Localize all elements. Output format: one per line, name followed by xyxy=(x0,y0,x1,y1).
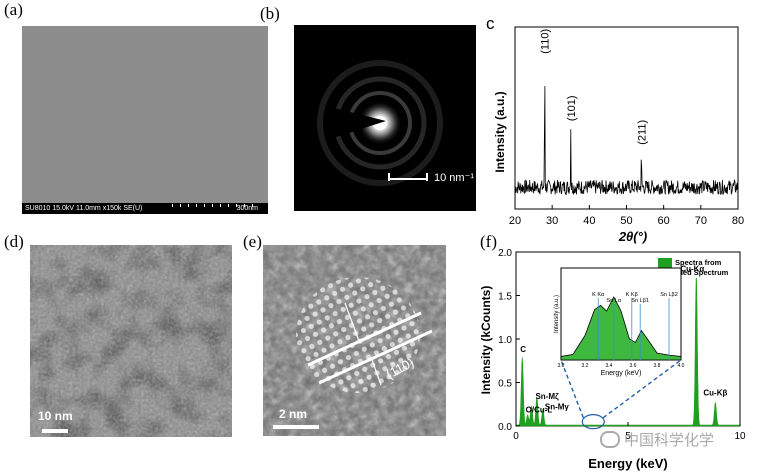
xrd-peak-label: (101) xyxy=(566,95,578,121)
tem-image: 10 nm xyxy=(30,245,232,437)
eds-inset-x-tick-label: 3.8 xyxy=(654,363,661,369)
xrd-ylabel: Intensity (a.u.) xyxy=(493,91,507,172)
hrtem-scale-text: 2 nm xyxy=(279,407,308,421)
eds-y-tick-label: 2.0 xyxy=(498,248,512,259)
eds-peak-label: C xyxy=(520,345,526,354)
eds-y-tick-label: 0.0 xyxy=(498,422,512,433)
hrtem-scale-bar xyxy=(273,425,319,429)
eds-y-tick-label: 1.0 xyxy=(498,335,512,346)
sem-image: SU8010 15.0kV 11.0mm x150k SE(U) 300nm xyxy=(22,26,268,214)
eds-legend-text: Spectra from xyxy=(675,258,722,267)
xrd-peak-label: (211) xyxy=(636,120,648,145)
xrd-x-tick-label: 50 xyxy=(620,215,632,227)
sem-scale-text: 300nm xyxy=(236,205,258,212)
eds-x-tick-label: 10 xyxy=(734,431,746,442)
xrd-x-tick-label: 40 xyxy=(583,215,595,227)
eds-ylabel: Intensity (kCounts) xyxy=(479,286,493,395)
sem-info-bar: SU8010 15.0kV 11.0mm x150k SE(U) 300nm xyxy=(22,203,268,214)
panel-label-b: (b) xyxy=(260,4,280,23)
xrd-chart: Intensity (a.u.) 2θ(°) (110) (101) (211) 20… xyxy=(493,26,744,244)
xrd-xlabel: 2θ(°) xyxy=(618,229,647,244)
hrtem-image: (110) 2 nm xyxy=(263,245,446,436)
eds-inset-ylabel: Intensity (a.u.) xyxy=(554,295,560,333)
eds-inset-line-label: K Kα xyxy=(592,292,605,298)
eds-inset-line-label: Sn Lα xyxy=(607,298,622,304)
xrd-x-tick-label: 30 xyxy=(546,215,558,227)
saed-scale-text: 10 nm⁻¹ xyxy=(434,172,475,184)
eds-inset-x-tick-label: 4.0 xyxy=(678,363,685,369)
eds-chart: Intensity (kCounts) Energy (keV) 0.0 0.5 1… xyxy=(479,248,746,471)
saed-scale-bar xyxy=(388,178,428,180)
eds-peak-label: Sn-Mγ xyxy=(545,402,570,411)
saed-rings xyxy=(317,60,443,186)
eds-y-tick-label: 0.5 xyxy=(498,379,512,390)
eds-peak-label: O/Cu-L xyxy=(526,405,553,414)
watermark-text: 中国科学化学 xyxy=(624,432,715,449)
panel-label-a: (a) xyxy=(4,0,23,19)
eds-xlabel: Energy (keV) xyxy=(588,456,667,471)
xrd-x-tick-label: 20 xyxy=(509,215,521,227)
eds-inset-x-tick-label: 3.6 xyxy=(630,363,637,369)
eds-zoom-circle xyxy=(581,414,605,430)
eds-legend-text: Summed Spectrum xyxy=(660,268,729,277)
panel-label-c: c xyxy=(486,14,495,33)
xrd-pattern-line xyxy=(514,85,738,196)
xrd-x-tick-label: 80 xyxy=(732,215,744,227)
eds-y-tick-label: 1.5 xyxy=(498,292,512,303)
panel-label-f: (f) xyxy=(480,232,497,251)
eds-peak-label: Cu-Kα xyxy=(680,264,704,273)
hrtem-lattice: (110) xyxy=(263,245,446,436)
saed-pattern: 10 nm⁻¹ xyxy=(294,25,476,211)
xrd-x-tick-label: 70 xyxy=(695,215,707,227)
eds-inset-line-label: Sn Lβ2 xyxy=(660,292,678,298)
eds-zoom-guide xyxy=(560,359,584,418)
eds-inset-spectrum xyxy=(560,296,682,361)
panel-label-d: (d) xyxy=(4,232,24,251)
eds-peak-label: Sn-Mζ xyxy=(535,392,559,401)
tem-scale-bar xyxy=(42,429,68,433)
tem-scale-text: 10 nm xyxy=(38,409,73,423)
eds-inset-line-label: Sn Lβ1 xyxy=(631,298,649,304)
eds-peak-label: Cu-Kβ xyxy=(703,388,727,397)
eds-inset-xlabel: Energy (keV) xyxy=(601,370,642,377)
eds-legend-swatch xyxy=(658,258,672,268)
eds-inset-x-tick-label: 3.4 xyxy=(606,363,613,369)
wechat-icon xyxy=(600,431,620,448)
eds-inset-line-label: K Kβ xyxy=(626,292,638,298)
eds-inset-x-tick-label: 3.2 xyxy=(582,363,589,369)
eds-x-tick-label: 5 xyxy=(625,431,631,442)
sem-scale-ticks xyxy=(172,204,260,207)
sem-info-text: SU8010 15.0kV 11.0mm x150k SE(U) xyxy=(25,205,143,212)
watermark: 中国科学化学 xyxy=(600,429,714,450)
xrd-peak-label: (110) xyxy=(540,29,552,54)
eds-inset-x-tick-label: 3.0 xyxy=(558,363,565,369)
eds-zoom-guide xyxy=(602,359,682,419)
eds-x-tick-label: 0 xyxy=(513,431,519,442)
panel-label-e: (e) xyxy=(243,232,262,251)
tem-texture xyxy=(30,245,232,437)
xrd-x-tick-label: 60 xyxy=(658,215,670,227)
